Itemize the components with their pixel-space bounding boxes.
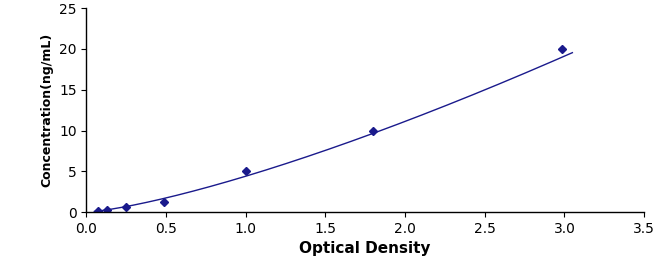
Y-axis label: Concentration(ng/mL): Concentration(ng/mL) (41, 33, 53, 187)
X-axis label: Optical Density: Optical Density (299, 242, 431, 256)
